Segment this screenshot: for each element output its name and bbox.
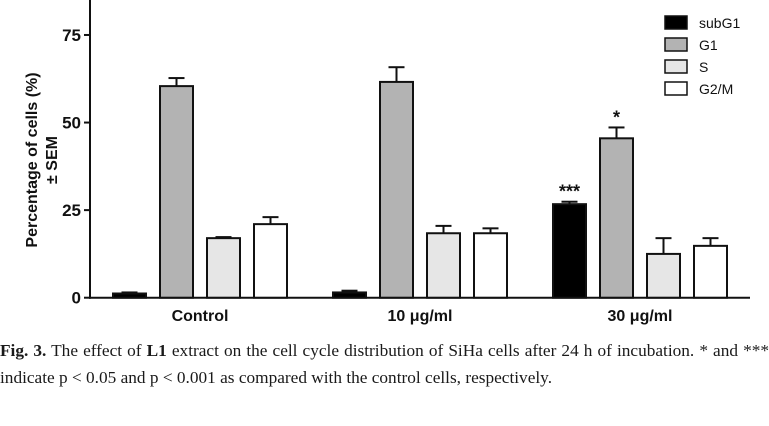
caption-text-2: extract on the cell cycle distribution o…	[0, 341, 769, 387]
bar-subg1	[552, 203, 587, 299]
legend-label: subG1	[699, 15, 740, 31]
bars	[112, 80, 728, 299]
legend-swatch	[664, 81, 688, 96]
y-tick-label: 0	[72, 289, 81, 308]
caption-text-1: The effect of	[46, 341, 147, 360]
figure-label: Fig. 3.	[0, 341, 47, 360]
bar-g2m	[253, 223, 288, 299]
x-axis-category-labels: Control 10 μg/ml 30 μg/ml	[172, 308, 673, 325]
bar-g1	[159, 85, 194, 299]
extract-name: L1	[146, 341, 167, 360]
bar-g2m	[473, 232, 508, 299]
bar-subg1	[332, 291, 367, 299]
figure-caption: Fig. 3. The effect of L1 extract on the …	[0, 337, 769, 391]
error-bars	[121, 66, 719, 294]
y-tick-label: 75	[62, 26, 81, 45]
x-category-label: Control	[172, 308, 229, 325]
significance-annotations: ****	[559, 107, 620, 201]
significance-marker: ***	[559, 182, 580, 202]
legend-swatch	[664, 59, 688, 74]
legend-swatch	[664, 37, 688, 52]
y-axis-title-sem: ± SEM	[44, 136, 61, 184]
legend-swatch	[664, 15, 688, 30]
bar-g2m	[693, 244, 728, 299]
y-tick-label: 50	[62, 114, 81, 133]
legend-label: G2/M	[699, 81, 733, 97]
y-tick-label: 25	[62, 201, 81, 220]
bar-g1	[379, 80, 414, 299]
y-axis-ticks: 0 25 50 75	[62, 26, 90, 308]
bar-s	[206, 237, 241, 299]
x-category-label: 30 μg/ml	[608, 308, 673, 325]
axes	[89, 0, 750, 299]
legend: subG1 G1 S G2/M	[664, 15, 740, 97]
bar-subg1	[112, 292, 147, 299]
legend-label: G1	[699, 37, 718, 53]
legend-label: S	[699, 59, 708, 75]
x-category-label: 10 μg/ml	[388, 308, 453, 325]
bar-g1	[599, 137, 634, 299]
y-axis-title: Percentage of cells (%)	[24, 72, 41, 247]
bar-s	[646, 252, 681, 299]
significance-marker: *	[613, 107, 620, 127]
bar-s	[426, 232, 461, 299]
